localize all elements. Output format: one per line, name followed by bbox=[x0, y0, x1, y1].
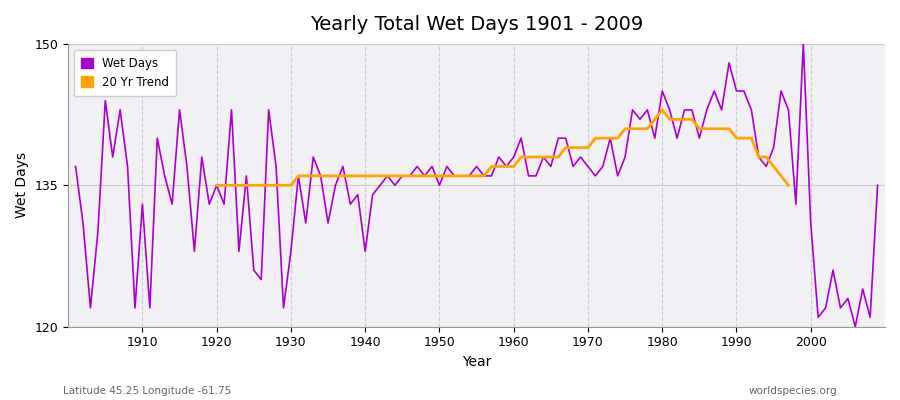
Text: Latitude 45.25 Longitude -61.75: Latitude 45.25 Longitude -61.75 bbox=[63, 386, 231, 396]
Title: Yearly Total Wet Days 1901 - 2009: Yearly Total Wet Days 1901 - 2009 bbox=[310, 15, 644, 34]
Legend: Wet Days, 20 Yr Trend: Wet Days, 20 Yr Trend bbox=[74, 50, 176, 96]
Y-axis label: Wet Days: Wet Days bbox=[15, 152, 29, 218]
Text: worldspecies.org: worldspecies.org bbox=[749, 386, 837, 396]
X-axis label: Year: Year bbox=[462, 355, 491, 369]
